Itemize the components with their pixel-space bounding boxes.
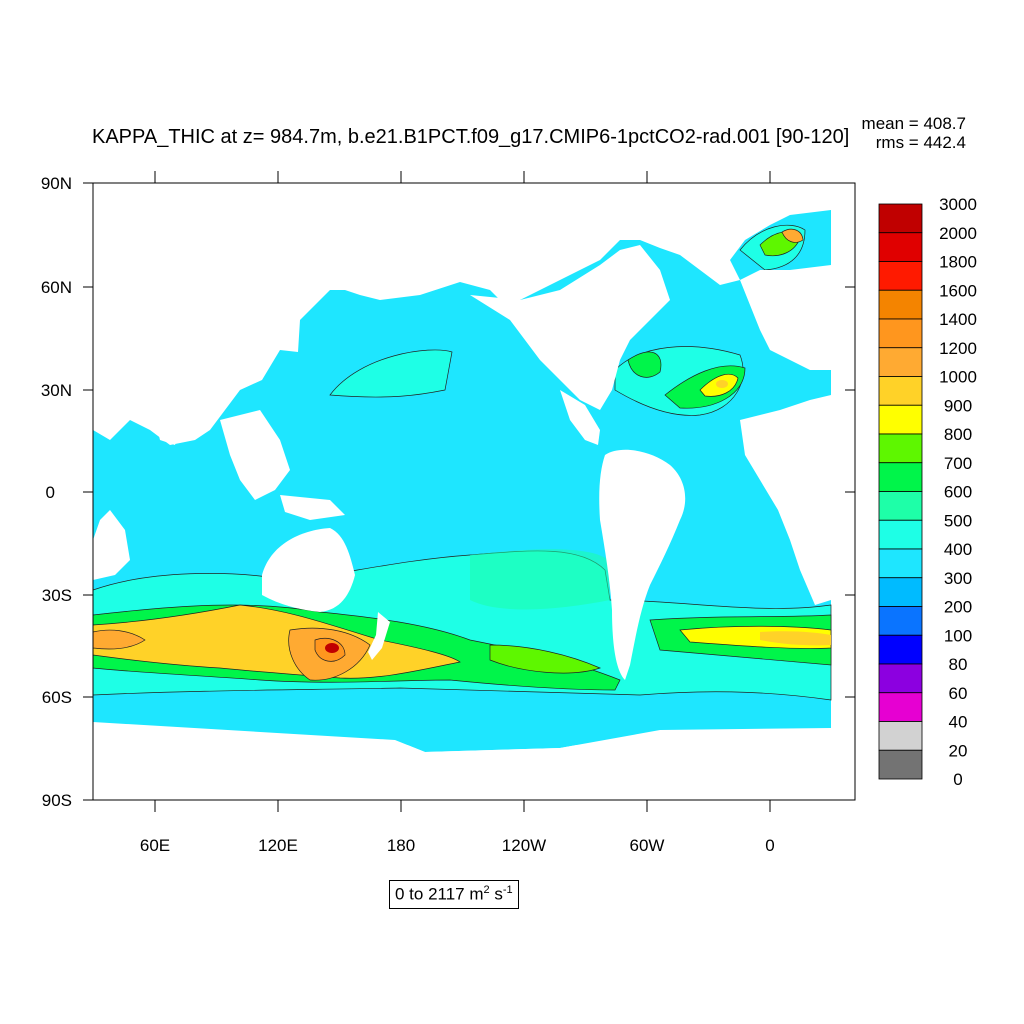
gulf-stream-green	[627, 351, 662, 378]
colorbar-label: 300	[944, 569, 972, 588]
south-america	[599, 449, 686, 680]
colorbar-label: 20	[949, 741, 968, 760]
colorbar-swatch	[878, 749, 923, 780]
colorbar-swatch	[878, 491, 923, 521]
x-tick-label: 120E	[258, 836, 298, 855]
colorbar-swatch	[878, 634, 923, 665]
x-ticks	[154, 171, 771, 812]
india	[150, 395, 185, 445]
colorbar-label: 1400	[939, 310, 977, 329]
y-ticks	[83, 182, 855, 801]
colorbar-swatch	[878, 318, 923, 349]
colorbar-swatch	[878, 289, 923, 320]
southern-ocean	[93, 700, 831, 752]
range-label: 0 to 2117 m2 s-1	[389, 880, 519, 909]
x-tick-label: 0	[765, 836, 774, 855]
se-asia	[220, 410, 290, 500]
range-unit: s	[489, 884, 503, 904]
north-america	[470, 245, 670, 410]
colorbar-swatch	[878, 261, 923, 291]
y-tick-label: 30N	[41, 381, 72, 400]
colorbar-label: 700	[944, 454, 972, 473]
range-sup-1: 2	[483, 884, 490, 896]
colorbar-label: 200	[944, 598, 972, 617]
x-tick-label: 60W	[630, 836, 665, 855]
colorbar-swatch	[878, 519, 923, 550]
indian-orange	[92, 629, 146, 650]
colorbar-label: 1200	[939, 339, 977, 358]
y-tick-label: 90N	[41, 174, 72, 193]
colorbar-label: 1800	[939, 253, 977, 272]
colorbar-label: 2000	[939, 224, 977, 243]
colorbar-swatch	[878, 548, 923, 579]
plot-title: KAPPA_THIC at z= 984.7m, b.e21.B1PCT.f09…	[92, 126, 850, 148]
x-tick-label: 120W	[502, 836, 546, 855]
colorbar-label: 0	[953, 770, 962, 789]
y-tick-label: 0	[46, 483, 55, 502]
land-layer	[93, 185, 831, 800]
n-pacific-band	[329, 349, 453, 398]
x-tick-label: 60E	[140, 836, 170, 855]
acc-yellow	[92, 604, 461, 679]
pacific-acc-green	[489, 644, 601, 674]
s-atlantic-core	[760, 631, 831, 646]
mean-value: mean = 408.7	[861, 114, 966, 133]
colorbar-label: 60	[949, 684, 968, 703]
colorbar-swatch	[878, 203, 923, 234]
rms-value: rms = 442.4	[875, 133, 966, 152]
new-zealand	[368, 612, 390, 660]
colorbar-swatch	[878, 232, 923, 262]
colorbar-label: 800	[944, 425, 972, 444]
y-tick-label: 60N	[41, 278, 72, 297]
colorbar-swatch	[878, 376, 923, 406]
colorbar-label: 400	[944, 540, 972, 559]
y-tick-labels: 90N 60N 30N 0 30S 60S 90S	[41, 174, 72, 810]
n-atlantic-max	[716, 380, 728, 388]
central-america	[560, 390, 600, 445]
y-tick-label: 30S	[42, 586, 72, 605]
asia-west	[93, 185, 330, 445]
range-sup-2: -1	[502, 884, 513, 896]
colorbar-label: 500	[944, 511, 972, 530]
africa-tip	[93, 510, 130, 580]
acc-max	[325, 643, 339, 653]
colorbar-swatch	[878, 433, 923, 464]
colorbar-swatch	[878, 462, 923, 492]
greenland-arctic	[620, 185, 831, 285]
colorbar-swatch	[878, 404, 923, 435]
stats-block: mean = 408.7 rms = 442.4	[862, 114, 966, 152]
colorbar-label: 80	[949, 655, 968, 674]
colorbar-swatch	[878, 692, 923, 722]
africa-east	[740, 395, 831, 605]
europe	[740, 265, 831, 370]
colorbar-label: 900	[944, 396, 972, 415]
nordic-orange	[781, 228, 804, 243]
colorbar-label: 1000	[939, 368, 977, 387]
colorbar-swatch	[878, 577, 923, 607]
colorbar: 3000200018001600140012001000900800700600…	[878, 195, 977, 789]
antarctica	[93, 722, 831, 800]
colorbar-swatch	[878, 721, 923, 751]
colorbar-label: 40	[949, 713, 968, 732]
colorbar-swatch	[878, 606, 923, 636]
australia	[262, 528, 355, 612]
colorbar-swatch	[878, 663, 923, 694]
colorbar-label: 3000	[939, 195, 977, 214]
colorbar-swatch	[878, 347, 923, 377]
colorbar-label: 600	[944, 483, 972, 502]
colorbar-label: 100	[944, 626, 972, 645]
indonesia	[280, 495, 345, 520]
x-tick-labels: 60E 120E 180 120W 60W 0	[140, 836, 775, 855]
y-tick-label: 60S	[42, 688, 72, 707]
colorbar-label: 1600	[939, 281, 977, 300]
y-tick-label: 90S	[42, 791, 72, 810]
arctic-asia-america	[330, 185, 620, 300]
range-text: 0 to 2117 m	[395, 884, 484, 904]
x-tick-label: 180	[387, 836, 415, 855]
s-pacific-plume	[470, 549, 610, 610]
